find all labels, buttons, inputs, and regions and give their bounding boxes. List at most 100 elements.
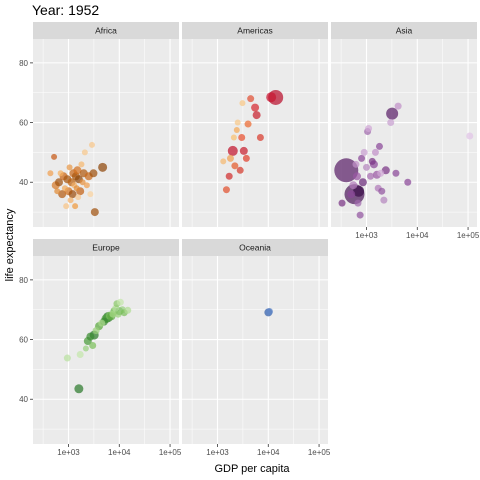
data-point (353, 185, 365, 197)
y-axis-title: life expectancy (4, 208, 16, 281)
data-point (73, 166, 82, 175)
data-point (86, 332, 95, 341)
data-point (234, 119, 241, 126)
x-tick-label: 1e+03 (206, 448, 229, 457)
data-point (233, 127, 240, 134)
facet-strip (33, 22, 179, 39)
plot-background (182, 256, 328, 444)
y-tick-label: 40 (19, 178, 28, 187)
chart-title: Year: 1952 (32, 2, 99, 18)
data-point (247, 95, 255, 103)
data-point (74, 384, 84, 394)
data-point (63, 354, 71, 362)
data-point (124, 306, 132, 314)
facet-panel-europe: Europe 40 60 80 1e+03 1e+04 1e+05 (19, 239, 182, 457)
data-point (54, 188, 61, 195)
data-point (358, 154, 366, 162)
data-point (404, 178, 412, 186)
x-tick-label: 1e+05 (308, 448, 331, 457)
data-point (238, 133, 246, 141)
data-point (371, 148, 379, 156)
data-point (73, 185, 80, 192)
plot-background (182, 39, 328, 227)
data-point (47, 170, 54, 177)
data-point (386, 107, 399, 120)
plot-background (33, 39, 179, 227)
data-point (352, 172, 361, 181)
y-tick-label: 60 (19, 336, 28, 345)
x-tick-label: 1e+04 (108, 448, 131, 457)
plot-background (33, 256, 179, 444)
data-point (88, 141, 95, 148)
data-point (354, 199, 362, 207)
data-point (68, 190, 77, 199)
data-point (109, 310, 117, 318)
data-point (227, 145, 238, 156)
data-point (98, 319, 106, 327)
y-tick-label: 80 (19, 276, 28, 285)
data-point (352, 160, 360, 168)
data-point (81, 149, 88, 156)
data-point (82, 345, 89, 352)
facet-panel-africa: Africa 40 60 80 (19, 22, 179, 227)
data-point (67, 197, 74, 204)
data-point (380, 196, 388, 204)
data-point (220, 158, 227, 165)
data-point (78, 161, 85, 168)
data-point (76, 350, 84, 358)
y-tick-label: 40 (19, 395, 28, 404)
facet-strip (331, 22, 477, 39)
data-point (365, 125, 373, 133)
data-point (87, 191, 94, 198)
data-point (63, 203, 70, 210)
x-tick-label: 1e+05 (457, 231, 480, 240)
data-point (392, 169, 400, 177)
data-point (79, 179, 86, 186)
data-point (251, 103, 260, 112)
data-point (83, 182, 90, 189)
data-point (244, 120, 252, 128)
data-point (61, 185, 68, 192)
data-point (466, 132, 474, 140)
data-point (349, 181, 358, 190)
data-point (89, 342, 97, 350)
data-point (114, 310, 122, 318)
data-point (226, 154, 234, 162)
data-point (356, 211, 364, 219)
data-point (239, 146, 248, 155)
data-point (236, 166, 244, 174)
facet-strip-label: Asia (396, 26, 413, 36)
data-point (394, 102, 402, 110)
data-point (98, 162, 108, 172)
data-point (368, 157, 376, 165)
x-tick-label: 1e+04 (257, 448, 280, 457)
data-point (116, 298, 124, 306)
facet-strip-label: Africa (95, 26, 117, 36)
data-point (72, 203, 79, 210)
y-tick-label: 60 (19, 119, 28, 128)
data-point (242, 154, 250, 162)
data-point (58, 190, 67, 199)
data-point (239, 100, 246, 107)
data-point (338, 199, 346, 207)
data-point (378, 187, 386, 195)
x-tick-label: 1e+05 (159, 448, 182, 457)
data-point (347, 190, 356, 199)
facet-strip-label: Europe (92, 243, 120, 253)
data-point (367, 172, 375, 180)
data-point (231, 162, 239, 170)
data-point (89, 169, 98, 178)
data-point (222, 186, 230, 194)
data-point (387, 119, 395, 127)
data-point (256, 133, 264, 141)
x-tick-label: 1e+04 (406, 231, 429, 240)
x-tick-label: 1e+03 (355, 231, 378, 240)
data-point (375, 142, 383, 150)
data-point (57, 170, 64, 177)
data-point (358, 178, 367, 187)
facet-strip (33, 239, 179, 256)
facet-strip-label: Oceania (239, 243, 271, 253)
data-point (266, 92, 277, 103)
